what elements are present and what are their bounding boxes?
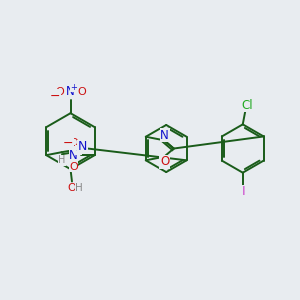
Text: H: H [76, 183, 83, 193]
Text: O: O [69, 138, 78, 148]
Text: N: N [66, 85, 75, 98]
Text: O: O [160, 155, 169, 168]
Text: O: O [77, 87, 86, 97]
Text: H: H [58, 155, 66, 166]
Text: Cl: Cl [242, 99, 253, 112]
Text: −: − [50, 90, 60, 103]
Text: +: + [75, 146, 82, 154]
Text: I: I [242, 185, 245, 198]
Text: +: + [70, 83, 77, 92]
Text: N: N [77, 140, 87, 153]
Text: N: N [160, 129, 169, 142]
Text: −: − [63, 137, 74, 150]
Text: O: O [55, 87, 64, 97]
Text: N: N [69, 149, 78, 162]
Text: O: O [68, 183, 76, 193]
Text: O: O [69, 162, 78, 172]
